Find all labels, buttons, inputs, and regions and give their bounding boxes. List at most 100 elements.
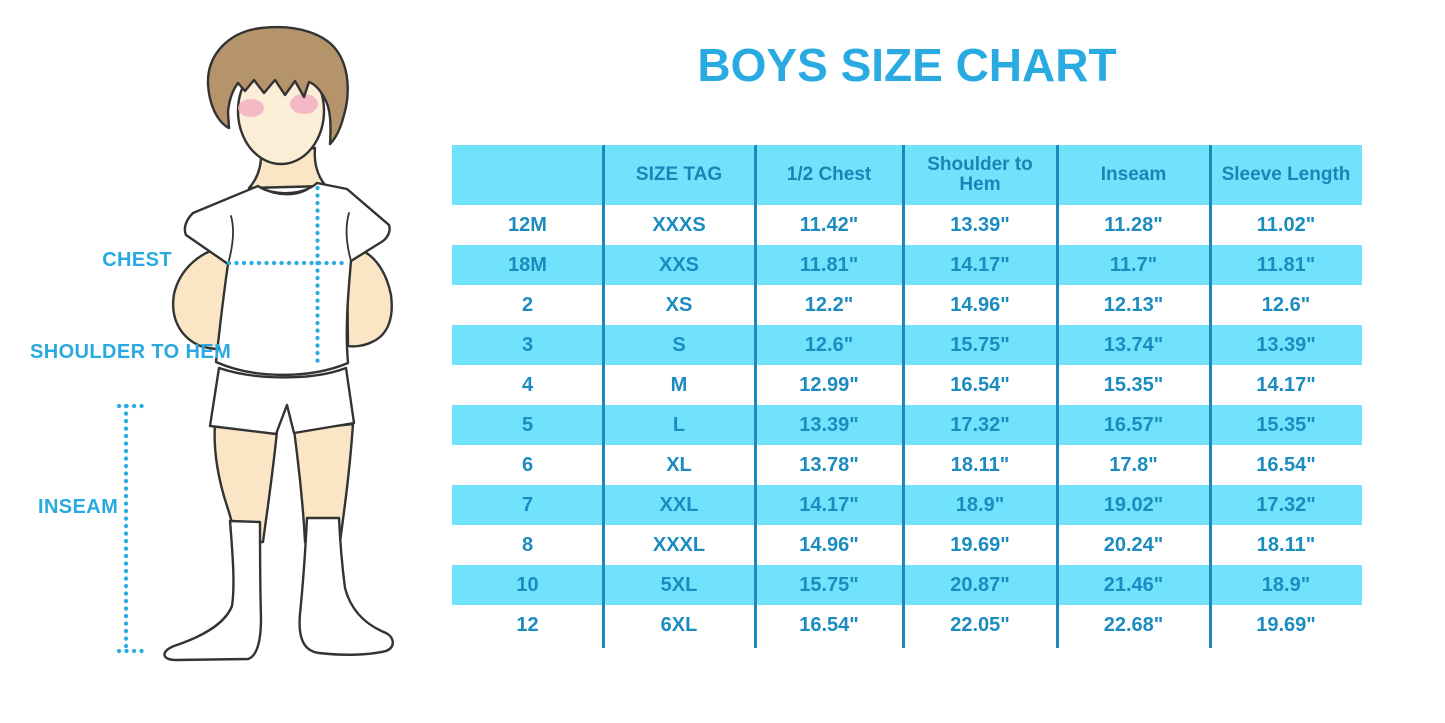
table-cell: 11.28" (1104, 213, 1163, 236)
blush-right-cheek (290, 94, 318, 114)
inseam-label: INSEAM (38, 496, 119, 518)
table-cell: 4 (521, 373, 534, 396)
right-armhole-seam (345, 212, 352, 262)
table-cell: 19.02" (1103, 493, 1164, 516)
table-cell: 16.54" (950, 373, 1010, 396)
table-cell: 21.46" (1103, 573, 1164, 596)
table-cell: 14.17" (799, 493, 859, 516)
left-armhole-seam (227, 215, 235, 265)
table-cell: 17.8" (1109, 453, 1158, 476)
table-cell: 15.75" (950, 333, 1010, 356)
table-cell: 16.57" (1103, 413, 1164, 436)
table-cell: L (672, 413, 686, 436)
table-cell: 20.24" (1103, 533, 1164, 556)
table-cell: XL (666, 453, 692, 476)
table-cell: 13.78" (799, 453, 859, 476)
table-cell: 13.39" (1256, 333, 1316, 356)
table-cell: 20.87" (950, 573, 1010, 596)
collar-line (262, 185, 313, 196)
table-cell: 7 (521, 493, 534, 516)
table-row: 3 S 12.6" 15.75" 13.74" 13.39" (452, 325, 1362, 365)
table-row: 10 5XL 15.75" 20.87" 21.46" 18.9" (452, 565, 1362, 605)
table-row: 6 XL 13.78" 18.11" 17.8" 16.54" (452, 445, 1362, 485)
table-cell: 12.2" (804, 293, 854, 316)
table-row: 8 XXXL 14.96" 19.69" 20.24" 18.11" (452, 525, 1362, 565)
boy-illustration (116, 25, 394, 662)
table-cell: M (670, 373, 688, 396)
table-cell: 13.74" (1103, 333, 1164, 356)
table-cell: 16.54" (799, 613, 859, 636)
table-header-row: SIZE TAG 1/2 Chest Shoulder to Hem Insea… (452, 145, 1362, 205)
table-cell: 17.32" (950, 413, 1010, 436)
shoulder-to-hem-label: SHOULDER TO HEM (30, 341, 232, 363)
table-cell: 22.68" (1103, 613, 1164, 636)
table-cell: 10 (516, 573, 539, 596)
table-cell: XXL (659, 493, 699, 516)
table-row: 2 XS 12.2" 14.96" 12.13" 12.6" (452, 285, 1362, 325)
table-cell: 18.9" (955, 493, 1005, 516)
table-cell: 17.32" (1256, 493, 1316, 516)
table-cell: 18M (508, 253, 547, 276)
blush-left-cheek (238, 99, 264, 117)
table-cell: 18.11" (950, 453, 1010, 476)
header-size-tag: SIZE TAG (635, 164, 723, 186)
table-cell: 2 (521, 293, 534, 316)
table-cell: 19.69" (950, 533, 1010, 556)
table-row: 4 M 12.99" 16.54" 15.35" 14.17" (452, 365, 1362, 405)
page-title: BOYS SIZE CHART (697, 39, 1117, 91)
header-shoulder-to-hem: Shoulder to Hem (927, 154, 1033, 195)
table-cell: 3 (521, 333, 534, 356)
table-row: 5 L 13.39" 17.32" 16.57" 15.35" (452, 405, 1362, 445)
table-row: 18M XXS 11.81" 14.17" 11.7" 11.81" (452, 245, 1362, 285)
table-cell: 14.96" (950, 293, 1010, 316)
table-cell: 11.42" (799, 213, 859, 236)
table-cell: 16.54" (1256, 453, 1316, 476)
table-cell: 15.75" (799, 573, 859, 596)
table-cell: 13.39" (950, 213, 1010, 236)
table-cell: 15.35" (1256, 413, 1316, 436)
table-cell: 12.13" (1103, 293, 1164, 316)
table-cell: 11.81" (1256, 253, 1316, 276)
table-row: 12M XXXS 11.42" 13.39" 11.28" 11.02" (452, 205, 1362, 245)
table-cell: 8 (521, 533, 534, 556)
table-row: 12 6XL 16.54" 22.05" 22.68" 19.69" (452, 605, 1362, 645)
shorts (208, 366, 356, 436)
table-cell: 12.6" (804, 333, 854, 356)
table-cell: 15.35" (1103, 373, 1164, 396)
inseam-dotted-line (116, 403, 149, 654)
header-half-chest: 1/2 Chest (786, 164, 872, 186)
table-cell: 6XL (660, 613, 698, 636)
table-cell: 19.69" (1256, 613, 1316, 636)
table-cell: XXXL (652, 533, 706, 556)
table-cell: 12M (508, 213, 547, 236)
table-cell: 18.9" (1261, 573, 1311, 596)
right-arm (345, 246, 393, 348)
size-table: SIZE TAG 1/2 Chest Shoulder to Hem Insea… (452, 145, 1362, 648)
table-cell: 22.05" (950, 613, 1010, 636)
right-sock (298, 516, 394, 656)
table-cell: 5XL (660, 573, 698, 596)
header-inseam: Inseam (1100, 164, 1167, 186)
table-row: 7 XXL 14.17" 18.9" 19.02" 17.32" (452, 485, 1362, 525)
hair (206, 25, 349, 146)
table-cell: S (672, 333, 686, 356)
table-cell: 12.99" (799, 373, 859, 396)
table-cell: XXXS (652, 213, 706, 236)
table-cell: 12.6" (1261, 293, 1311, 316)
table-cell: 13.39" (799, 413, 859, 436)
table-cell: 18.11" (1256, 533, 1316, 556)
table-cell: XXS (658, 253, 700, 276)
table-cell: 5 (521, 413, 534, 436)
table-cell: 6 (521, 453, 534, 476)
table-cell: 14.96" (799, 533, 859, 556)
table-cell: 14.17" (950, 253, 1010, 276)
table-cell: 14.17" (1256, 373, 1316, 396)
header-sleeve-length: Sleeve Length (1221, 164, 1351, 186)
table-cell: 11.7" (1109, 253, 1158, 276)
table-cell: 12 (516, 613, 539, 636)
table-cell: XS (665, 293, 693, 316)
table-cell: 11.02" (1256, 213, 1316, 236)
table-cell: 11.81" (799, 253, 859, 276)
left-sock (163, 519, 263, 662)
